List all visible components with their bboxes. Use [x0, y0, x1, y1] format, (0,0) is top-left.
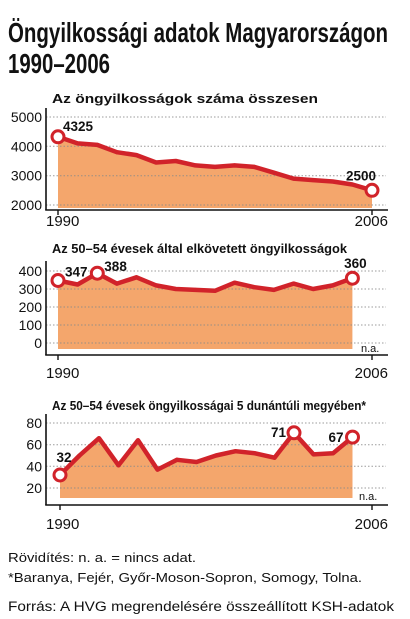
title-line-1: Öngyilkossági adatok Magyarországon — [8, 17, 388, 48]
data-point — [213, 288, 217, 293]
data-label: 71 — [271, 425, 287, 440]
series-line — [55, 270, 355, 294]
y-tick-label: 40 — [26, 458, 42, 474]
data-point — [175, 457, 179, 462]
data-point — [232, 163, 237, 168]
x-tick-label: 2006 — [355, 213, 388, 230]
highlight-marker — [344, 270, 360, 286]
chart-title: Az 50–54 évesek által elkövetett öngyilk… — [52, 241, 348, 256]
y-tick-label: 2000 — [11, 197, 42, 213]
data-point — [252, 164, 257, 169]
x-tick-label: 2006 — [355, 516, 388, 533]
highlight-marker — [345, 429, 360, 445]
data-point — [291, 176, 296, 181]
x-tick-label: 2006 — [355, 365, 388, 382]
data-point — [291, 281, 296, 286]
county-footnote: *Baranya, Fejér, Győr-Moson-Sopron, Somo… — [8, 570, 362, 585]
y-tick-label: 3000 — [11, 168, 42, 184]
y-tick-label: 100 — [19, 317, 43, 333]
highlight-marker — [50, 273, 66, 288]
data-label: 360 — [344, 256, 367, 271]
data-point — [232, 280, 237, 285]
x-tick-label: 1990 — [46, 213, 79, 230]
chart-age-50-54: Az 50–54 évesek által elkövetett öngyilk… — [19, 241, 388, 382]
title-line-2: 1990–2006 — [8, 48, 110, 79]
data-point — [330, 283, 335, 288]
x-tick-label: 1990 — [46, 516, 79, 533]
y-tick-label: 60 — [26, 437, 42, 453]
data-point — [116, 463, 121, 468]
data-point — [173, 287, 178, 291]
data-point — [95, 142, 100, 147]
highlight-marker — [89, 265, 105, 281]
chart-title: Az 50–54 évesek öngyilkosságai 5 dunántú… — [52, 398, 367, 413]
data-point — [97, 436, 101, 441]
data-point — [155, 467, 160, 472]
series-line — [57, 430, 355, 478]
y-tick-label: 20 — [26, 480, 42, 496]
y-tick-label: 0 — [34, 335, 42, 351]
y-tick-label: 4000 — [11, 138, 42, 154]
data-point — [114, 281, 119, 286]
x-tick-label: 1990 — [46, 365, 79, 382]
data-label: 347 — [65, 265, 88, 280]
data-label: 4325 — [63, 119, 94, 134]
data-point — [272, 455, 277, 460]
data-label: 388 — [104, 259, 127, 274]
data-point — [77, 453, 82, 458]
highlight-marker — [50, 129, 66, 145]
area-fill — [58, 136, 372, 208]
data-point — [193, 163, 198, 168]
data-point — [311, 287, 316, 291]
data-point — [331, 451, 335, 456]
data-point — [114, 150, 119, 155]
data-point — [252, 285, 257, 290]
data-point — [193, 287, 198, 292]
data-point — [134, 275, 139, 280]
data-label: 2500 — [346, 168, 376, 183]
data-point — [213, 164, 217, 169]
highlight-marker — [52, 467, 68, 483]
y-tick-label: 400 — [19, 263, 43, 279]
y-tick-label: 5000 — [11, 109, 42, 125]
data-point — [271, 170, 276, 175]
data-point — [134, 153, 139, 158]
y-tick-label: 80 — [26, 415, 42, 431]
data-point — [253, 451, 257, 456]
data-point — [154, 160, 159, 165]
data-point — [194, 460, 199, 464]
chart-total-suicides: Az öngyilkosságok száma összesen 2000 300… — [11, 91, 388, 230]
data-point — [136, 438, 140, 443]
data-point — [330, 179, 335, 184]
area-fill — [58, 273, 353, 349]
data-point — [173, 159, 178, 163]
data-label: 32 — [56, 450, 71, 465]
y-tick-label: 200 — [19, 299, 43, 315]
not-available-label: n.a. — [361, 343, 379, 355]
data-point — [271, 287, 276, 292]
source-note: Forrás: A HVG megrendelésére összeállíto… — [8, 599, 394, 614]
data-point — [154, 283, 159, 288]
chart-title: Az öngyilkosságok száma összesen — [52, 91, 318, 106]
chart-age-50-54-transdanubia: Az 50–54 évesek öngyilkosságai 5 dunántú… — [26, 398, 388, 533]
data-point — [350, 182, 355, 187]
data-point — [214, 453, 218, 458]
data-point — [75, 141, 80, 146]
data-point — [311, 178, 316, 183]
y-tick-label: 300 — [19, 281, 43, 297]
highlight-marker — [364, 182, 380, 198]
data-point — [75, 282, 80, 287]
highlight-marker — [286, 425, 302, 441]
abbreviation-note: Rövidítés: n. a. = nincs adat. — [8, 550, 196, 565]
data-point — [311, 452, 316, 457]
not-available-label: n.a. — [359, 491, 377, 503]
data-point — [233, 449, 238, 454]
data-label: 67 — [328, 430, 343, 445]
